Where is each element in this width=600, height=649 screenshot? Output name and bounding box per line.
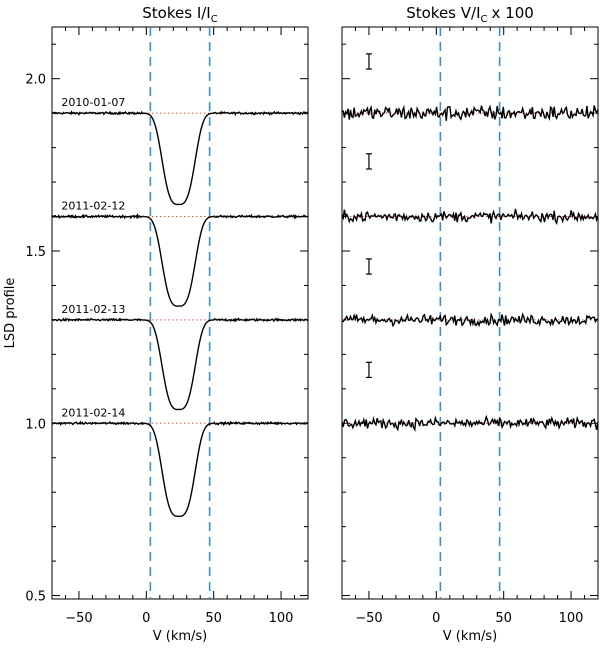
stokes-i-xtick-label: 100 bbox=[269, 611, 294, 626]
stokes-v-xtick-label: −50 bbox=[355, 611, 382, 626]
stokes-i-xtick-label: −50 bbox=[65, 611, 92, 626]
stokes-i-ytick-label: 1.5 bbox=[25, 245, 46, 260]
stokes-i-panel: Stokes I/IC V (km/s) LSD profile −50 0 50 1… bbox=[3, 4, 309, 644]
stokes-i-profile bbox=[51, 317, 309, 411]
stokes-i-xlabel: V (km/s) bbox=[153, 629, 208, 644]
stokes-i-ytick-label: 2.0 bbox=[25, 73, 46, 88]
stokes-v-title: Stokes V/IC x 100 bbox=[406, 4, 534, 25]
observation-date-label: 2011-02-13 bbox=[61, 303, 125, 316]
stokes-v-profile bbox=[341, 104, 599, 121]
stokes-i-profile bbox=[51, 420, 309, 517]
stokes-i-xtick-label: 0 bbox=[142, 611, 150, 626]
stokes-v-frame bbox=[341, 26, 599, 600]
stokes-v-profile bbox=[341, 414, 599, 433]
stokes-v-profile bbox=[341, 312, 598, 328]
observation-date-label: 2011-02-12 bbox=[61, 200, 125, 213]
stokes-v-xlabel: V (km/s) bbox=[443, 629, 498, 644]
stokes-i-profile bbox=[51, 212, 309, 307]
stokes-i-title: Stokes I/IC bbox=[142, 4, 217, 25]
stokes-i-ytick-label: 1.0 bbox=[25, 417, 46, 432]
stokes-i-frame bbox=[51, 26, 309, 600]
stokes-v-xtick-label: 100 bbox=[559, 611, 584, 626]
stokes-i-xtick-label: 50 bbox=[205, 611, 222, 626]
stokes-v-panel: Stokes V/IC x 100 V (km/s) −50 0 50 100 bbox=[341, 4, 599, 644]
stokes-i-ytick-label: 0.5 bbox=[25, 590, 46, 605]
stokes-v-xtick-label: 50 bbox=[495, 611, 512, 626]
stokes-i-profile bbox=[51, 110, 309, 206]
observation-date-label: 2010-01-07 bbox=[61, 96, 125, 109]
stokes-v-profile bbox=[341, 208, 599, 226]
stokes-i-ylabel: LSD profile bbox=[3, 278, 18, 349]
stokes-v-xtick-label: 0 bbox=[432, 611, 440, 626]
observation-date-label: 2011-02-14 bbox=[61, 406, 125, 419]
